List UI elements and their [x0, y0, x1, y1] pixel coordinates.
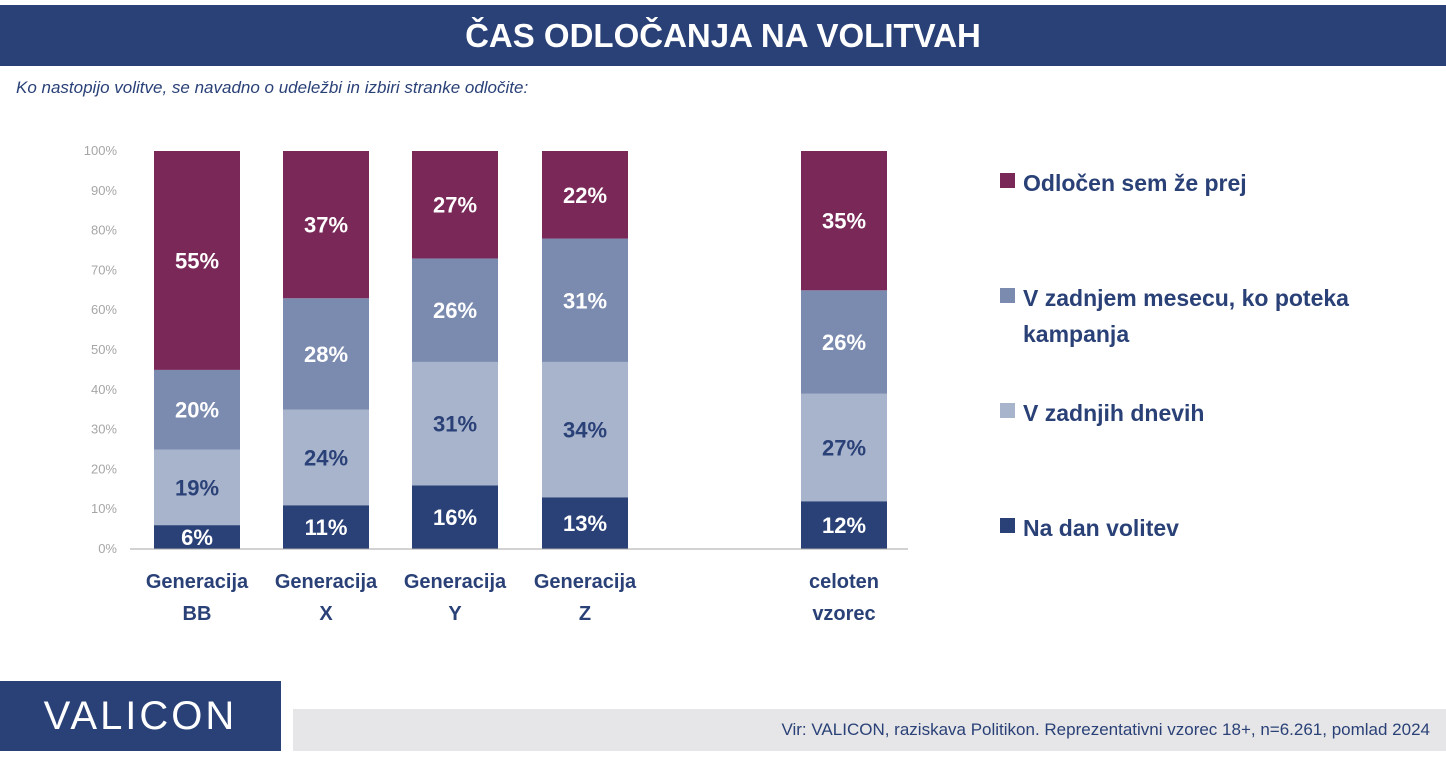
bar-segment	[801, 290, 887, 394]
legend-swatch	[1000, 288, 1015, 303]
data-label: 28%	[304, 342, 348, 367]
data-label: 26%	[822, 330, 866, 355]
bar-segment	[154, 151, 240, 370]
bar-segment	[542, 151, 628, 239]
data-label: 35%	[822, 209, 866, 234]
bar-segment	[154, 449, 240, 526]
data-label: 20%	[175, 398, 219, 423]
bar-segment	[542, 361, 628, 498]
y-tick-label: 40%	[91, 382, 117, 397]
legend-swatch	[1000, 173, 1015, 188]
legend-item-dan-volitev: Na dan volitev	[1000, 510, 1413, 546]
data-label: 12%	[822, 513, 866, 538]
data-label: 27%	[822, 436, 866, 461]
bar-segment	[412, 485, 498, 549]
page-title: ČAS ODLOČANJA NA VOLITVAH	[465, 17, 981, 54]
title-bar: ČAS ODLOČANJA NA VOLITVAH	[0, 5, 1446, 66]
bar-segment	[154, 525, 240, 549]
x-category-label: X	[319, 603, 333, 625]
data-label: 26%	[433, 298, 477, 323]
data-label: 34%	[563, 418, 607, 443]
bar-segment	[283, 151, 369, 299]
source-bar: Vir: VALICON, raziskava Politikon. Repre…	[293, 709, 1446, 751]
bar-segment	[283, 409, 369, 506]
data-label: 27%	[433, 193, 477, 218]
y-tick-label: 80%	[91, 223, 117, 238]
y-tick-label: 20%	[91, 461, 117, 476]
y-tick-label: 50%	[91, 342, 117, 357]
data-label: 31%	[433, 412, 477, 437]
x-category-label: Generacija	[275, 571, 378, 593]
data-label: 16%	[433, 505, 477, 530]
source-note: Vir: VALICON, raziskava Politikon. Repre…	[781, 720, 1430, 739]
y-tick-label: 70%	[91, 262, 117, 277]
bar-segment	[412, 258, 498, 362]
logo-text: VALICON	[43, 694, 238, 738]
legend-label: V zadnjih dnevih	[1023, 400, 1205, 426]
x-category-label: Z	[579, 603, 591, 625]
data-label: 13%	[563, 511, 607, 536]
chart-subtitle: Ko nastopijo volitve, se navadno o udele…	[16, 78, 529, 97]
x-category-label: Generacija	[534, 571, 637, 593]
data-label: 6%	[181, 525, 213, 550]
y-tick-label: 60%	[91, 302, 117, 317]
legend-item-zadnji-mesec: V zadnjem mesecu, ko poteka kampanja	[1000, 280, 1413, 352]
bar-segment	[801, 501, 887, 549]
data-label: 24%	[304, 445, 348, 470]
legend-swatch	[1000, 518, 1015, 533]
data-label: 19%	[175, 475, 219, 500]
bar-segment	[283, 298, 369, 410]
legend-label: V zadnjem mesecu, ko poteka kampanja	[1023, 285, 1349, 347]
data-label: 22%	[563, 183, 607, 208]
data-label: 37%	[304, 213, 348, 238]
bar-segment	[412, 151, 498, 259]
y-tick-label: 90%	[91, 183, 117, 198]
x-category-label: Generacija	[146, 571, 249, 593]
x-category-label: Y	[448, 603, 462, 625]
legend-swatch	[1000, 403, 1015, 418]
bar-segment	[542, 497, 628, 549]
bar-segment	[801, 393, 887, 502]
legend-label: Odločen sem že prej	[1023, 170, 1247, 196]
y-tick-label: 0%	[98, 541, 117, 556]
data-label: 31%	[563, 288, 607, 313]
legend-item-odlocen: Odločen sem že prej	[1000, 165, 1413, 201]
bar-segment	[283, 505, 369, 549]
data-label: 55%	[175, 248, 219, 273]
bar-segment	[154, 369, 240, 450]
x-category-label: Generacija	[404, 571, 507, 593]
legend-label: Na dan volitev	[1023, 515, 1179, 541]
bar-segment	[542, 238, 628, 362]
x-category-label: celoten	[809, 571, 879, 593]
bar-segment	[412, 361, 498, 486]
data-label: 11%	[305, 515, 348, 540]
x-category-label: vzorec	[812, 603, 875, 625]
y-tick-label: 10%	[91, 501, 117, 516]
y-tick-label: 30%	[91, 422, 117, 437]
valicon-logo: VALICON	[0, 681, 281, 751]
y-tick-label: 100%	[84, 143, 118, 158]
bar-segment	[801, 151, 887, 291]
legend-item-zadnji-dnevi: V zadnjih dnevih	[1000, 395, 1413, 431]
stacked-bar-chart: 0% 10% 20% 30% 40% 50% 60% 70% 80% 90% 100% 6% 19% 20…	[84, 143, 908, 625]
x-category-label: BB	[183, 603, 212, 625]
